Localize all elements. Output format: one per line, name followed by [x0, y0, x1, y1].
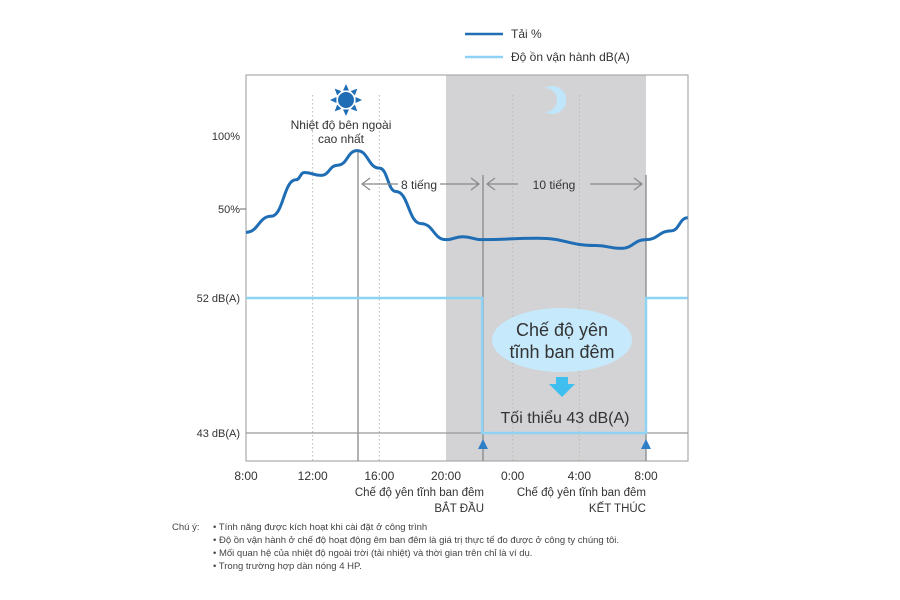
- start-label-line2: BẮT ĐẦU: [434, 502, 484, 515]
- x-tick-label: 4:00: [568, 469, 592, 483]
- interval-8h-label: 8 tiếng: [401, 178, 437, 192]
- x-tick-label: 20:00: [431, 469, 461, 483]
- note-item: • Mối quan hệ của nhiệt độ ngoài trời (t…: [213, 548, 533, 559]
- notes-list: • Tính năng được kích hoạt khi cài đặt ở…: [213, 521, 619, 573]
- sun-ray: [330, 97, 337, 103]
- y-tick-label-52db: 52 dB(A): [197, 293, 240, 305]
- sun-ray: [355, 97, 362, 103]
- x-tick-label: 16:00: [364, 469, 394, 483]
- end-label-line1: Chế độ yên tĩnh ban đêm: [517, 487, 646, 499]
- series-noise-line: [246, 296, 688, 435]
- notes-label: Chú ý:: [172, 522, 200, 533]
- down-arrow-icon: [549, 377, 575, 397]
- note-item: • Độ ồn vận hành ở chế độ hoạt động êm b…: [213, 535, 620, 546]
- x-tick-label: 8:00: [234, 469, 258, 483]
- sun-ray: [343, 84, 349, 91]
- y-tick-label-43db: 43 dB(A): [197, 428, 240, 440]
- night-band: [446, 75, 646, 461]
- peak-label-line1: Nhiệt độ bên ngoài: [291, 118, 392, 132]
- interval-arrows: [361, 177, 643, 191]
- minimum-noise-label: Tối thiểu 43 dB(A): [501, 409, 630, 427]
- start-marker-icon: [478, 439, 488, 449]
- legend-label-noise: Độ ồn vận hành dB(A): [511, 50, 630, 64]
- sun-ray: [334, 88, 342, 96]
- sun-ray: [334, 104, 342, 112]
- sun-ray: [350, 104, 358, 112]
- end-label-line2: KẾT THÚC: [589, 502, 646, 515]
- interval-10h-label: 10 tiếng: [533, 178, 576, 192]
- series-load-line: [245, 149, 688, 250]
- start-label-line1: Chế độ yên tĩnh ban đêm: [355, 487, 484, 499]
- sun-icon: [330, 84, 362, 116]
- x-tick-label: 0:00: [501, 469, 525, 483]
- sun-ray: [350, 88, 358, 96]
- sun-ray: [343, 109, 349, 116]
- note-item: • Trong trường hợp dàn nóng 4 HP.: [213, 561, 362, 572]
- y-tick-label-50: 50%: [218, 204, 240, 216]
- quiet-mode-bubble: [492, 308, 632, 372]
- x-tick-label: 12:00: [298, 469, 328, 483]
- y-tick-label-100: 100%: [212, 131, 240, 143]
- moon-icon: [545, 86, 567, 115]
- peak-label-line2: cao nhất: [318, 132, 365, 146]
- legend-label-load: Tải %: [511, 27, 542, 41]
- plot-frame: [245, 74, 689, 462]
- end-marker-icon: [641, 439, 651, 449]
- note-item: • Tính năng được kích hoạt khi cài đặt ở…: [213, 522, 428, 533]
- bubble-line1: Chế độ yên: [516, 320, 608, 340]
- x-tick-label: 8:00: [634, 469, 658, 483]
- bubble-line2: tĩnh ban đêm: [509, 342, 614, 362]
